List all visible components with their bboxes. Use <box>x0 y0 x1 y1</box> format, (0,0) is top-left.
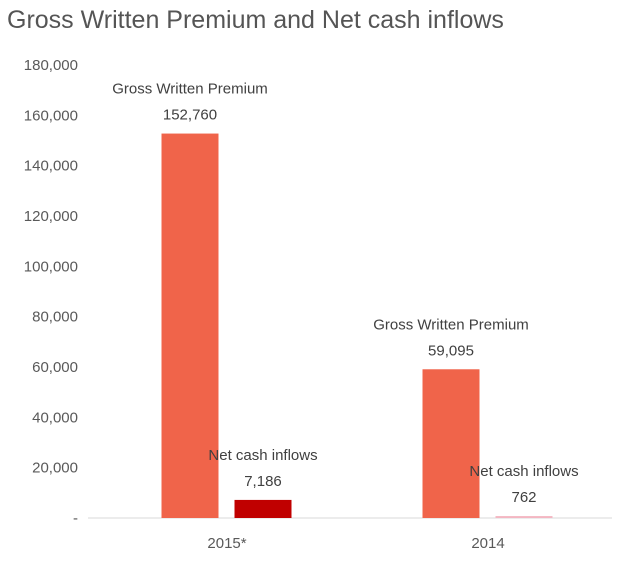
data-label-value: 7,186 <box>244 473 282 490</box>
y-tick-label: 140,000 <box>24 158 78 175</box>
y-tick-label: 40,000 <box>32 409 78 426</box>
y-tick-label: 180,000 <box>24 57 78 74</box>
data-label-value: 59,095 <box>428 342 474 359</box>
y-tick-label: 20,000 <box>32 460 78 477</box>
y-tick-label: 120,000 <box>24 208 78 225</box>
y-tick-label: 100,000 <box>24 258 78 275</box>
chart-title: Gross Written Premium and Net cash inflo… <box>7 6 504 34</box>
y-tick-label: 60,000 <box>32 359 78 376</box>
x-tick-label: 2014 <box>471 535 504 552</box>
x-tick-label: 2015* <box>207 535 246 552</box>
data-label-series: Net cash inflows <box>469 463 578 480</box>
data-label-value: 762 <box>511 489 536 506</box>
data-label-series: Gross Written Premium <box>373 316 529 333</box>
bar <box>161 133 219 518</box>
y-tick-label: 80,000 <box>32 309 78 326</box>
data-label-value: 152,760 <box>163 107 217 124</box>
bar <box>234 499 292 518</box>
y-tick-label: 160,000 <box>24 107 78 124</box>
y-tick-label: - <box>73 510 78 527</box>
bar <box>422 369 480 518</box>
bar <box>495 516 553 518</box>
data-label-series: Net cash inflows <box>208 447 317 464</box>
data-label-series: Gross Written Premium <box>112 81 268 98</box>
